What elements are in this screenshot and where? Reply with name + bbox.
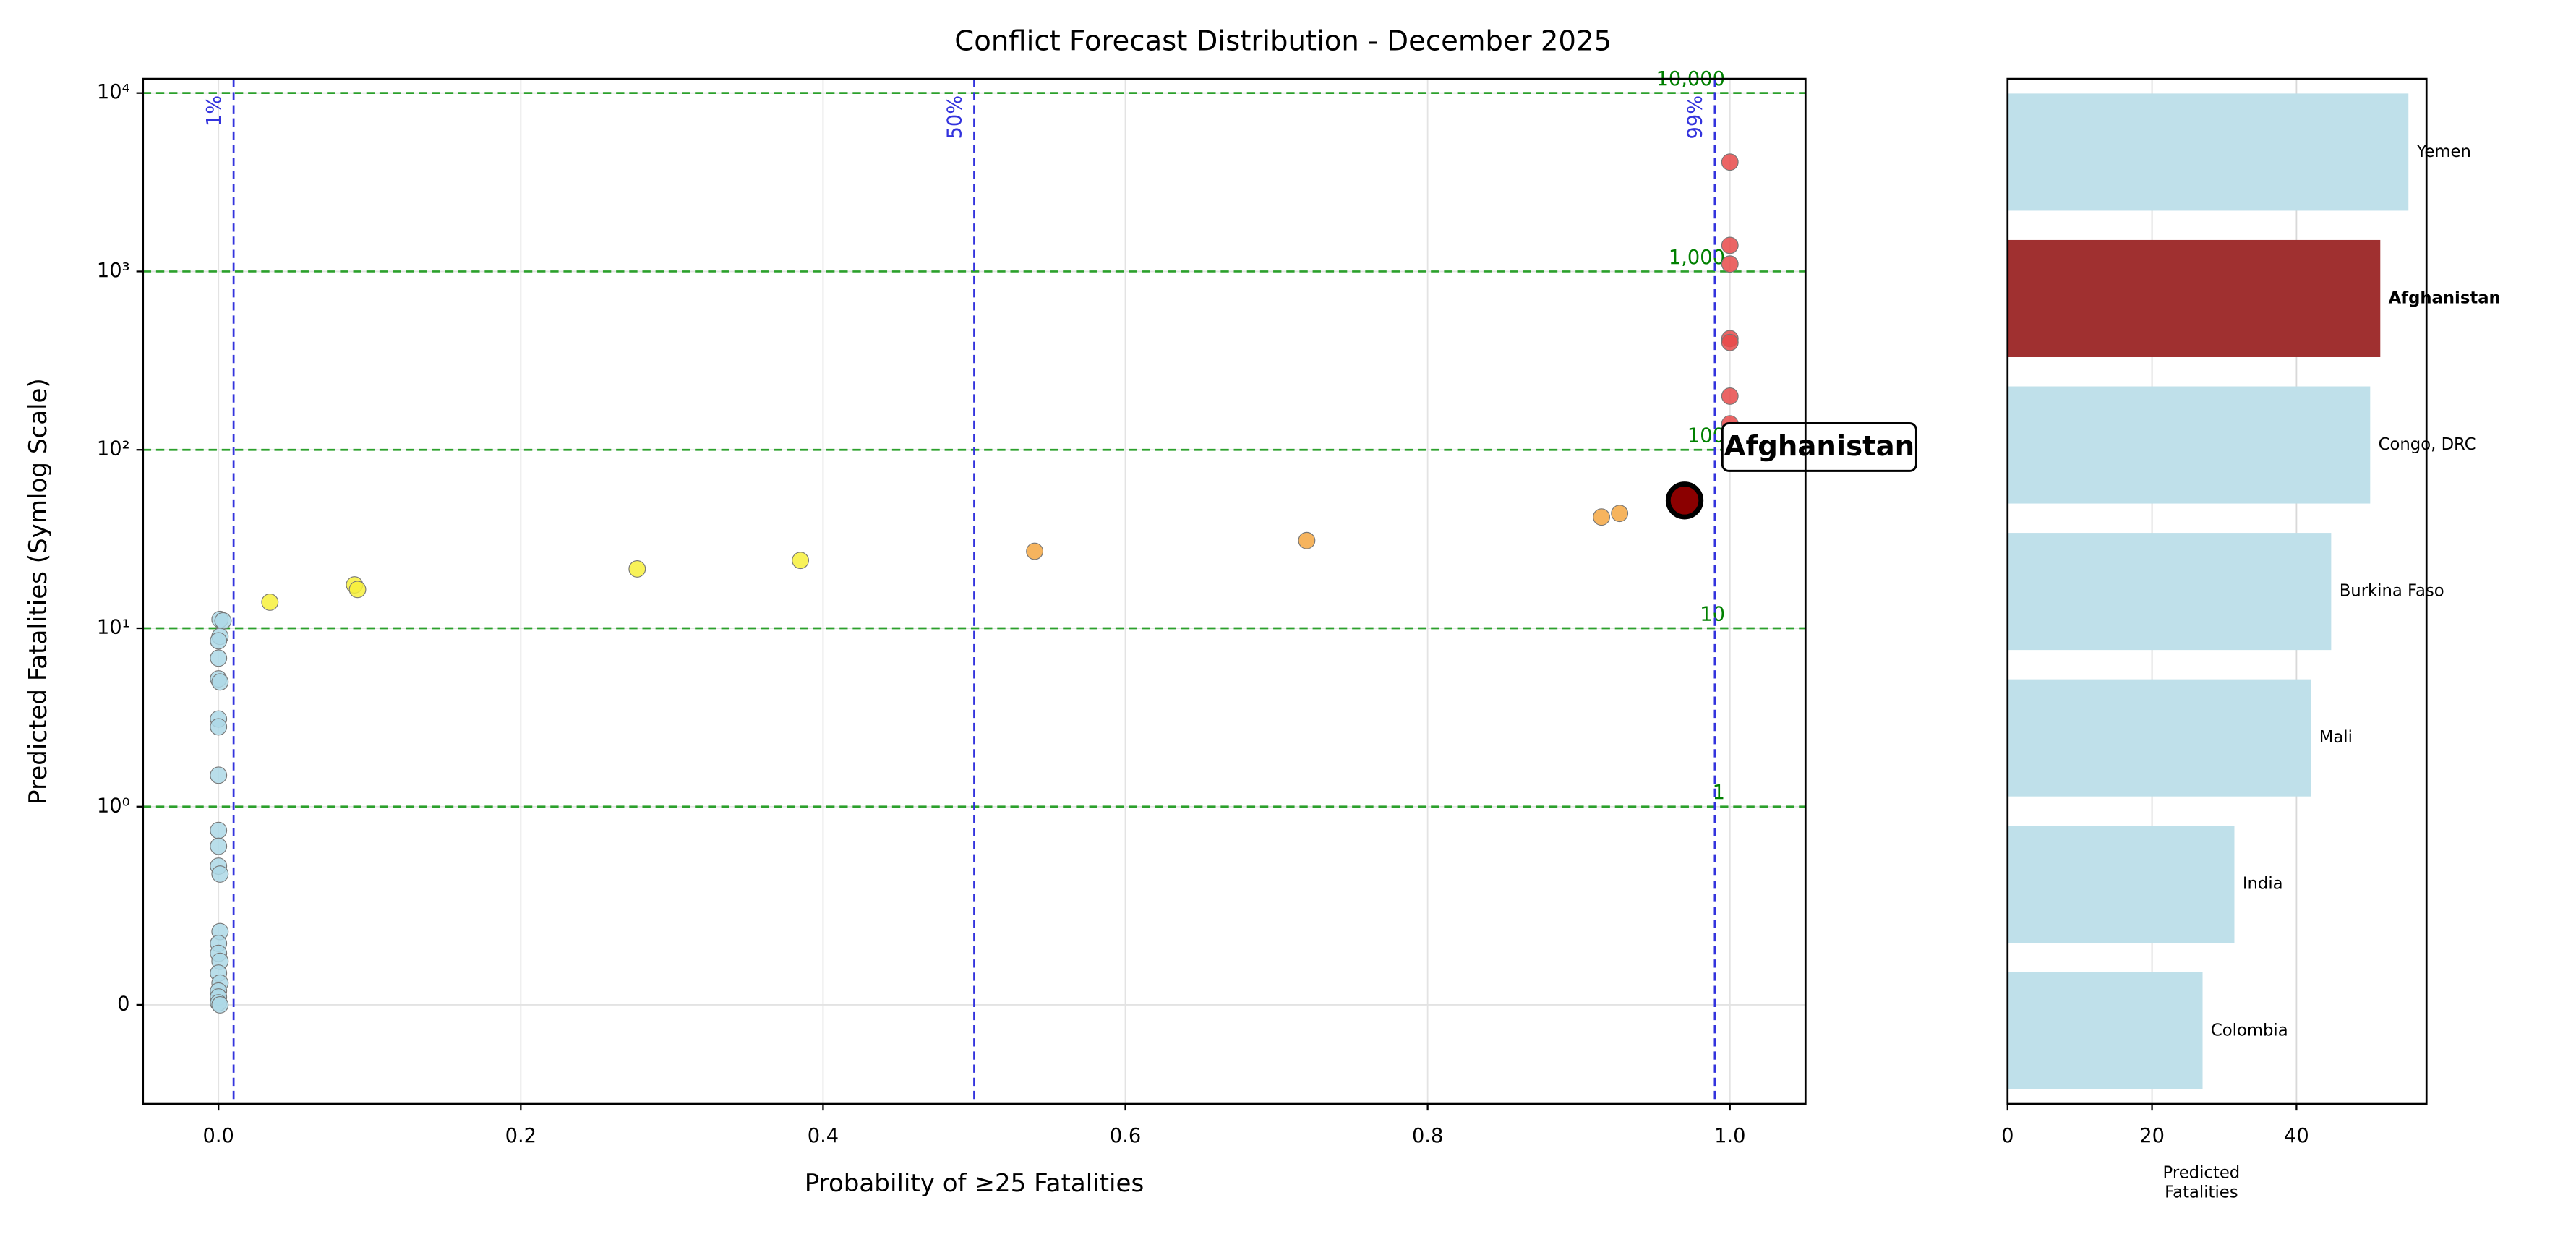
point xyxy=(210,649,228,667)
bar xyxy=(2007,93,2409,211)
x-tick-label: 0.6 xyxy=(1110,1125,1141,1147)
x-tick-label: 0.8 xyxy=(1412,1125,1443,1147)
point xyxy=(210,821,228,839)
x-tick-label: 1.0 xyxy=(1714,1125,1745,1147)
y-tick-label: 10¹ xyxy=(97,616,130,638)
point xyxy=(1721,387,1739,405)
point xyxy=(348,581,367,599)
bar-label: Mali xyxy=(2319,728,2353,747)
point xyxy=(792,552,810,570)
bar xyxy=(2007,533,2332,651)
point xyxy=(1721,255,1739,273)
point xyxy=(1026,542,1044,560)
annotation-box xyxy=(1721,422,1917,472)
y-tick-label: 10⁰ xyxy=(97,795,130,817)
highlight-point xyxy=(1665,481,1704,520)
point xyxy=(1721,153,1739,171)
bar xyxy=(2007,679,2311,797)
point xyxy=(1298,531,1316,549)
point xyxy=(1593,508,1610,526)
point xyxy=(211,996,229,1014)
reference-label: 100 xyxy=(1687,425,1725,447)
plot-frame xyxy=(2006,77,2428,1105)
bar xyxy=(2007,972,2203,1089)
y-tick-label: 10² xyxy=(97,438,130,461)
y-tick-label: 10⁴ xyxy=(97,81,130,103)
point xyxy=(1721,333,1739,351)
point xyxy=(214,612,232,630)
bar-label: India xyxy=(2243,875,2283,894)
point xyxy=(210,837,228,855)
x-tick-label: 0.4 xyxy=(808,1125,839,1147)
reference-label: 1,000 xyxy=(1669,247,1725,269)
chart-title: Conflict Forecast Distribution - Decembe… xyxy=(954,25,1612,58)
bar-label: Afghanistan xyxy=(2389,288,2501,307)
reference-label: 10 xyxy=(1700,603,1725,625)
bar-label: Yemen xyxy=(2416,142,2471,161)
plot-frame xyxy=(142,77,1807,1105)
y-tick-label: 0 xyxy=(117,993,129,1015)
bar-label: Colombia xyxy=(2211,1021,2288,1040)
bar xyxy=(2007,386,2371,504)
point xyxy=(1611,505,1629,523)
point xyxy=(628,560,646,578)
x-tick-label: 40 xyxy=(2284,1125,2309,1147)
point xyxy=(211,865,229,883)
point xyxy=(210,766,228,784)
bar xyxy=(2007,826,2235,943)
annotation: Afghanistan xyxy=(1724,430,1915,463)
reference-label: 1 xyxy=(1713,781,1725,804)
point xyxy=(210,632,228,650)
x-tick-label: 20 xyxy=(2139,1125,2165,1147)
point xyxy=(261,594,279,611)
x-tick-label: 0 xyxy=(2001,1125,2014,1147)
x-axis-label-box: Predicted Fatalities xyxy=(2162,1165,2241,1203)
x-tick-label: 0.0 xyxy=(203,1125,234,1147)
reference-label: 1% xyxy=(203,95,226,127)
points xyxy=(210,153,1739,1014)
x-tick-label: 0.2 xyxy=(505,1125,536,1147)
reference-label: 50% xyxy=(943,95,966,140)
y-axis-label: Predicted Fatalities (Symlog Scale) xyxy=(24,378,53,805)
bar-label: Burkina Faso xyxy=(2340,582,2444,601)
x-axis-label: Probability of ≥25 Fatalities xyxy=(805,1169,1144,1198)
point xyxy=(210,718,228,736)
bar xyxy=(2007,239,2381,358)
x-axis-label: Predicted Fatalities xyxy=(2162,1165,2241,1203)
point xyxy=(1721,236,1739,254)
y-tick-label: 10³ xyxy=(97,260,130,282)
point xyxy=(211,673,229,691)
reference-label: 99% xyxy=(1685,95,1707,140)
